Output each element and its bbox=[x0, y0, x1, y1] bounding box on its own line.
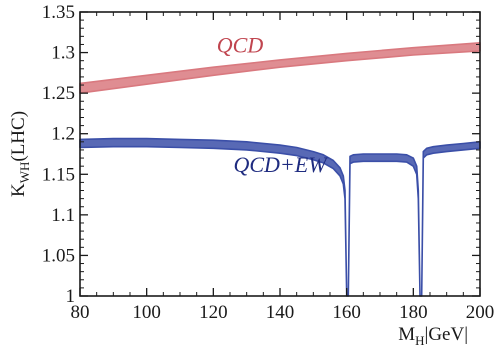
x-tick-label: 100 bbox=[132, 302, 161, 323]
series-annotations: QCD QCD+EW bbox=[217, 33, 328, 177]
x-tick-label: 160 bbox=[332, 302, 361, 323]
x-tick-label: 80 bbox=[71, 302, 90, 323]
series-label-qcd: QCD bbox=[217, 33, 264, 58]
y-tick-label: 1.25 bbox=[42, 83, 75, 104]
x-axis-title: MH|GeV| bbox=[398, 324, 468, 348]
y-tick-label: 1.15 bbox=[42, 164, 75, 185]
x-tick-label: 200 bbox=[466, 302, 495, 323]
tick-labels: 80 100 120 140 160 180 200 1 1.05 1.1 1.15 1.2 1.25 1… bbox=[42, 2, 495, 323]
x-tick-label: 140 bbox=[266, 302, 295, 323]
y-tick-label: 1 bbox=[66, 286, 76, 307]
plot-frame bbox=[79, 11, 481, 297]
y-tick-label: 1.05 bbox=[42, 245, 75, 266]
y-axis-title: KWH(LHC) bbox=[8, 111, 32, 197]
x-tick-label: 180 bbox=[399, 302, 428, 323]
series-label-qcd-ew: QCD+EW bbox=[233, 152, 328, 177]
x-tick-label: 120 bbox=[199, 302, 228, 323]
y-tick-label: 1.3 bbox=[51, 43, 75, 64]
y-tick-label: 1.2 bbox=[51, 124, 75, 145]
y-tick-label: 1.35 bbox=[42, 2, 75, 23]
y-tick-label: 1.1 bbox=[51, 205, 75, 226]
